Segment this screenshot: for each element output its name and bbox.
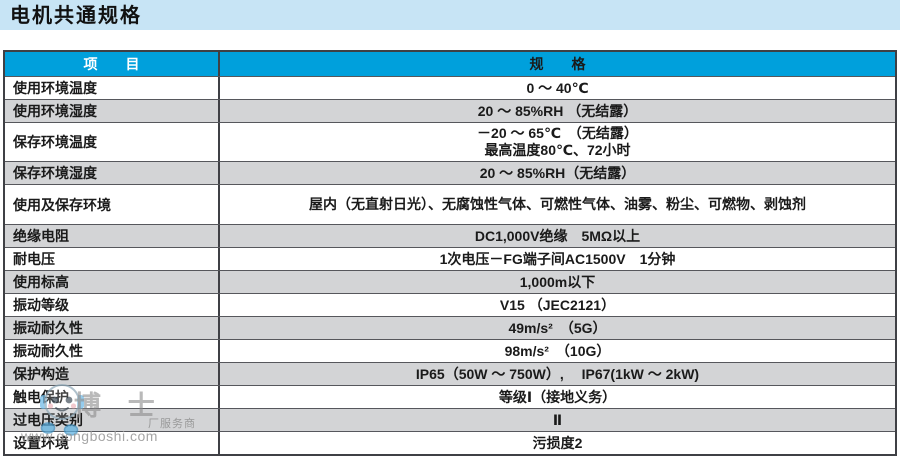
- spec-line: V15 （JEC2121）: [499, 296, 616, 313]
- page-title: 电机共通规格: [10, 5, 142, 27]
- spec-cell: －20 ～ 65℃ （无结露） 最高温度80℃、72小时: [220, 123, 895, 161]
- spec-line: 1次电压－FG端子间AC1500V 1分钟: [439, 250, 676, 267]
- table-row: 振动耐久性 49m/s² （5G）: [5, 316, 895, 339]
- table-row: 过电压类别 Ⅱ: [5, 408, 895, 431]
- table-row: 使用环境温度 0 ～ 40℃: [5, 76, 895, 99]
- item-cell: 使用环境温度: [5, 77, 220, 99]
- spec-cell: 等级Ⅰ（接地义务）: [220, 386, 895, 408]
- item-cell: 使用环境湿度: [5, 100, 220, 122]
- header-item-cell: 项 目: [5, 52, 220, 76]
- spec-cell: 98m/s² （10G）: [220, 340, 895, 362]
- spec-line: 20 ～ 85%RH（无结露）: [479, 164, 636, 181]
- item-cell: 绝缘电阻: [5, 225, 220, 247]
- item-cell: 设置环境: [5, 432, 220, 454]
- spec-line: 屋内（无直射日光）、无腐蚀性气体、可燃性气体、油雾、粉尘、可燃物、剥蚀剂: [309, 196, 806, 212]
- spec-cell: 49m/s² （5G）: [220, 317, 895, 339]
- header-spec-cell: 规 格: [529, 55, 586, 72]
- table-row: 设置环境 污损度2: [5, 431, 895, 454]
- table-row: 振动耐久性 98m/s² （10G）: [5, 339, 895, 362]
- item-cell: 振动耐久性: [5, 340, 220, 362]
- title-band: [0, 0, 900, 30]
- spec-line: 20 ～ 85%RH （无结露）: [477, 102, 638, 119]
- item-cell: 使用及保存环境: [5, 185, 220, 224]
- spec-line: －20 ～ 65℃ （无结露）: [477, 125, 638, 141]
- item-cell: 触电保护: [5, 386, 220, 408]
- spec-line: 等级Ⅰ（接地义务）: [498, 388, 617, 405]
- spec-cell: 0 ～ 40℃: [220, 77, 895, 99]
- spec-line: 最高温度80℃、72小时: [484, 142, 631, 158]
- table-row: 使用环境湿度 20 ～ 85%RH （无结露）: [5, 99, 895, 122]
- item-cell: 过电压类别: [5, 409, 220, 431]
- table-row: 使用及保存环境 屋内（无直射日光）、无腐蚀性气体、可燃性气体、油雾、粉尘、可燃物、…: [5, 184, 895, 224]
- spec-line: 0 ～ 40℃: [526, 79, 589, 96]
- item-cell: 保护构造: [5, 363, 220, 385]
- item-cell: 保存环境温度: [5, 123, 220, 161]
- spec-cell: 1,000m以下: [220, 271, 895, 293]
- spec-line: DC1,000V绝缘 5MΩ以上: [474, 227, 641, 244]
- table-row: 保存环境湿度 20 ～ 85%RH（无结露）: [5, 161, 895, 184]
- table-row: 使用标高 1,000m以下: [5, 270, 895, 293]
- spec-line: 98m/s² （10G）: [504, 342, 611, 359]
- spec-cell: V15 （JEC2121）: [220, 294, 895, 316]
- spec-line: 污损度2: [532, 434, 583, 451]
- item-cell: 振动等级: [5, 294, 220, 316]
- spec-cell: 20 ～ 85%RH （无结露）: [220, 100, 895, 122]
- spec-cell: 1次电压－FG端子间AC1500V 1分钟: [220, 248, 895, 270]
- table-row: 触电保护 等级Ⅰ（接地义务）: [5, 385, 895, 408]
- table-row: 耐电压 1次电压－FG端子间AC1500V 1分钟: [5, 247, 895, 270]
- spec-cell: Ⅱ: [220, 409, 895, 431]
- spec-line: 49m/s² （5G）: [508, 319, 607, 336]
- item-cell: 振动耐久性: [5, 317, 220, 339]
- spec-cell: 20 ～ 85%RH（无结露）: [220, 162, 895, 184]
- item-cell: 使用标高: [5, 271, 220, 293]
- spec-line: IP65（50W ～ 750W）, IP67(1kW ～ 2kW): [415, 365, 700, 382]
- spec-line: 1,000m以下: [519, 273, 596, 290]
- table-row: 保存环境温度 －20 ～ 65℃ （无结露） 最高温度80℃、72小时: [5, 122, 895, 161]
- table-header-row: 项 目 规 格: [5, 52, 895, 76]
- table-row: 振动等级 V15 （JEC2121）: [5, 293, 895, 316]
- spec-table: 项 目 规 格 使用环境温度 0 ～ 40℃ 使用环境湿度 20 ～ 85%RH （无…: [3, 50, 897, 456]
- spec-cell: IP65（50W ～ 750W）, IP67(1kW ～ 2kW): [220, 363, 895, 385]
- table-row: 绝缘电阻 DC1,000V绝缘 5MΩ以上: [5, 224, 895, 247]
- spec-cell: 污损度2: [220, 432, 895, 454]
- item-cell: 保存环境湿度: [5, 162, 220, 184]
- spec-line: Ⅱ: [552, 411, 563, 428]
- spec-cell: 屋内（无直射日光）、无腐蚀性气体、可燃性气体、油雾、粉尘、可燃物、剥蚀剂: [220, 185, 895, 224]
- item-cell: 耐电压: [5, 248, 220, 270]
- table-row: 保护构造 IP65（50W ～ 750W）, IP67(1kW ～ 2kW): [5, 362, 895, 385]
- spec-cell: DC1,000V绝缘 5MΩ以上: [220, 225, 895, 247]
